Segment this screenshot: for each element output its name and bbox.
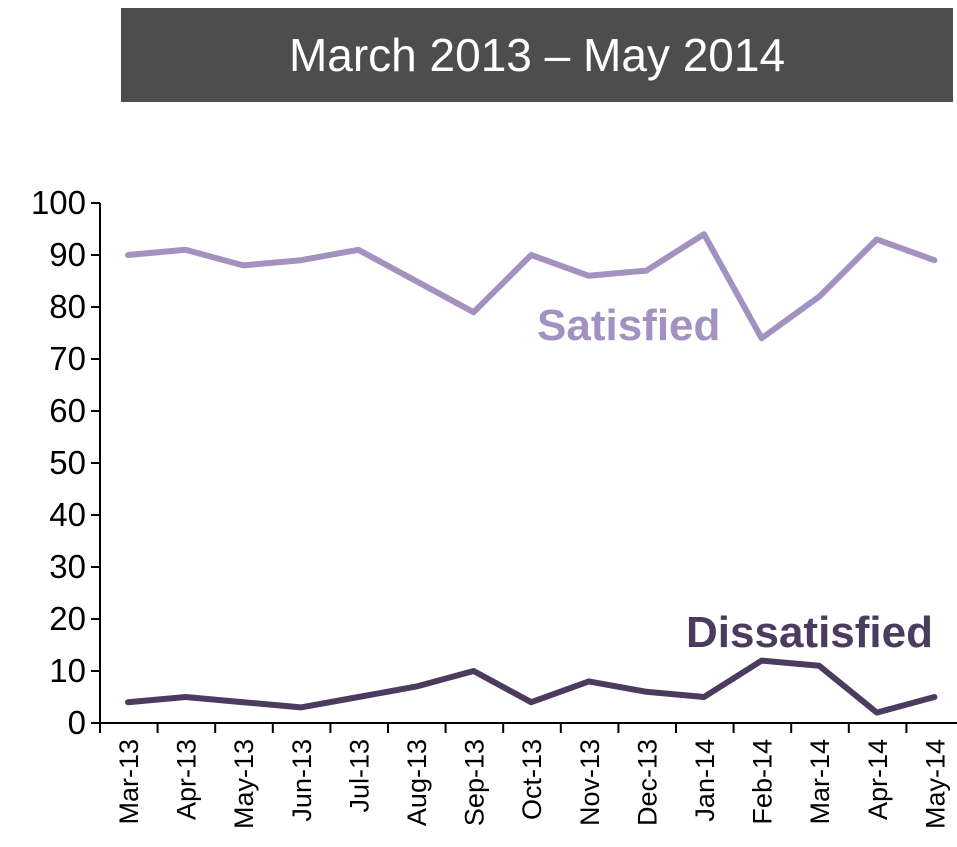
x-tick-label: Apr-14 — [863, 739, 893, 820]
y-axis: 0 10 20 30 40 50 60 70 80 90 100 — [31, 184, 101, 741]
x-tick-label: Apr-13 — [172, 739, 202, 820]
x-tick-label: Dec-13 — [632, 739, 662, 826]
x-tick-label: May-13 — [229, 739, 259, 829]
x-axis: Mar-13 Apr-13 May-13 Jun-13 Jul-13 Aug-13 Sep-… — [99, 722, 957, 829]
x-tick-label: Feb-14 — [748, 739, 778, 825]
y-tick-label: 80 — [49, 288, 86, 325]
y-tick-label: 0 — [68, 704, 86, 741]
x-tick-label: Mar-14 — [805, 739, 835, 825]
y-tick-label: 20 — [49, 600, 86, 637]
x-tick-label: Sep-13 — [460, 739, 490, 826]
y-tick-label: 40 — [49, 496, 86, 533]
y-tick-label: 100 — [31, 184, 86, 221]
series-line-dissatisfied — [125, 657, 938, 716]
series-line-satisfied — [125, 231, 938, 342]
x-tick-label: Aug-13 — [402, 739, 432, 826]
series-label-satisfied: Satisfied — [537, 301, 720, 350]
chart-title: March 2013 – May 2014 — [121, 8, 953, 102]
y-tick-label: 90 — [49, 236, 86, 273]
x-tick-label: Jun-13 — [287, 739, 317, 822]
x-tick-label: Oct-13 — [517, 739, 547, 820]
y-tick-label: 30 — [49, 548, 86, 585]
x-tick-label: Mar-13 — [114, 739, 144, 825]
y-tick-label: 60 — [49, 392, 86, 429]
x-tick-label: Jan-14 — [690, 739, 720, 822]
x-tick-label: Jul-13 — [344, 739, 374, 813]
series-layer — [125, 231, 938, 716]
x-tick-label: May-14 — [920, 739, 950, 829]
series-label-dissatisfied: Dissatisfied — [686, 608, 933, 657]
y-tick-label: 50 — [49, 444, 86, 481]
x-tick-label: Nov-13 — [575, 739, 605, 826]
y-tick-label: 70 — [49, 340, 86, 377]
y-tick-label: 10 — [49, 652, 86, 689]
